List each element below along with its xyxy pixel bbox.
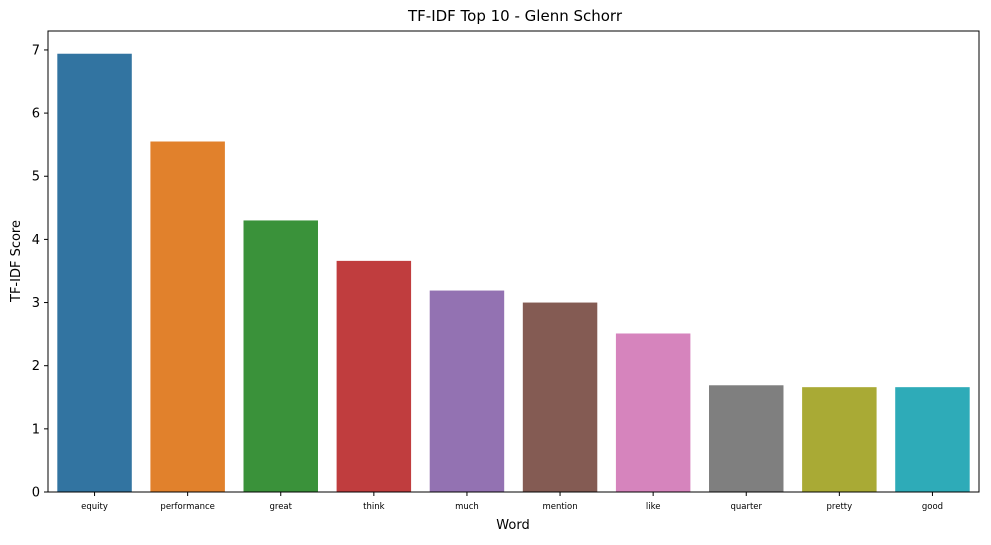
bars-group <box>57 53 970 492</box>
x-tick-label: equity <box>81 502 108 512</box>
bar-good <box>895 387 970 492</box>
x-tick-label: great <box>270 502 293 512</box>
y-tick-label: 4 <box>32 233 40 248</box>
x-tick-label: quarter <box>730 502 762 512</box>
bar-great <box>243 220 318 492</box>
plot-frame <box>47 30 980 493</box>
bar-performance <box>150 141 225 492</box>
x-tick-label: pretty <box>827 502 853 512</box>
bar-mention <box>522 302 598 492</box>
x-axis-label: Word <box>496 518 529 533</box>
y-axis-label: TF-IDF Score <box>9 220 24 303</box>
y-axis: 0 1 2 3 4 5 6 7 <box>32 43 48 501</box>
bar-like <box>615 333 691 492</box>
x-tick-label: performance <box>160 502 214 512</box>
x-tick-label: mention <box>542 502 577 512</box>
y-tick-label: 5 <box>32 170 40 185</box>
bar-equity <box>57 53 132 492</box>
x-tick-label: much <box>455 502 479 512</box>
bar-quarter <box>709 385 784 492</box>
y-tick-label: 0 <box>32 486 40 501</box>
bar-think <box>336 260 412 492</box>
x-tick-label: think <box>363 502 384 512</box>
y-tick-label: 7 <box>32 43 40 58</box>
y-tick-label: 1 <box>32 422 40 437</box>
y-tick-label: 2 <box>32 359 40 374</box>
x-tick-label: good <box>922 502 943 512</box>
x-axis: equity performance great think much mention li… <box>81 492 943 512</box>
chart-title: TF-IDF Top 10 - Glenn Schorr <box>407 7 623 25</box>
y-tick-label: 6 <box>32 107 40 122</box>
bar-much <box>429 290 505 492</box>
y-tick-label: 3 <box>32 296 40 311</box>
x-tick-label: like <box>646 502 661 512</box>
bar-pretty <box>802 387 877 492</box>
